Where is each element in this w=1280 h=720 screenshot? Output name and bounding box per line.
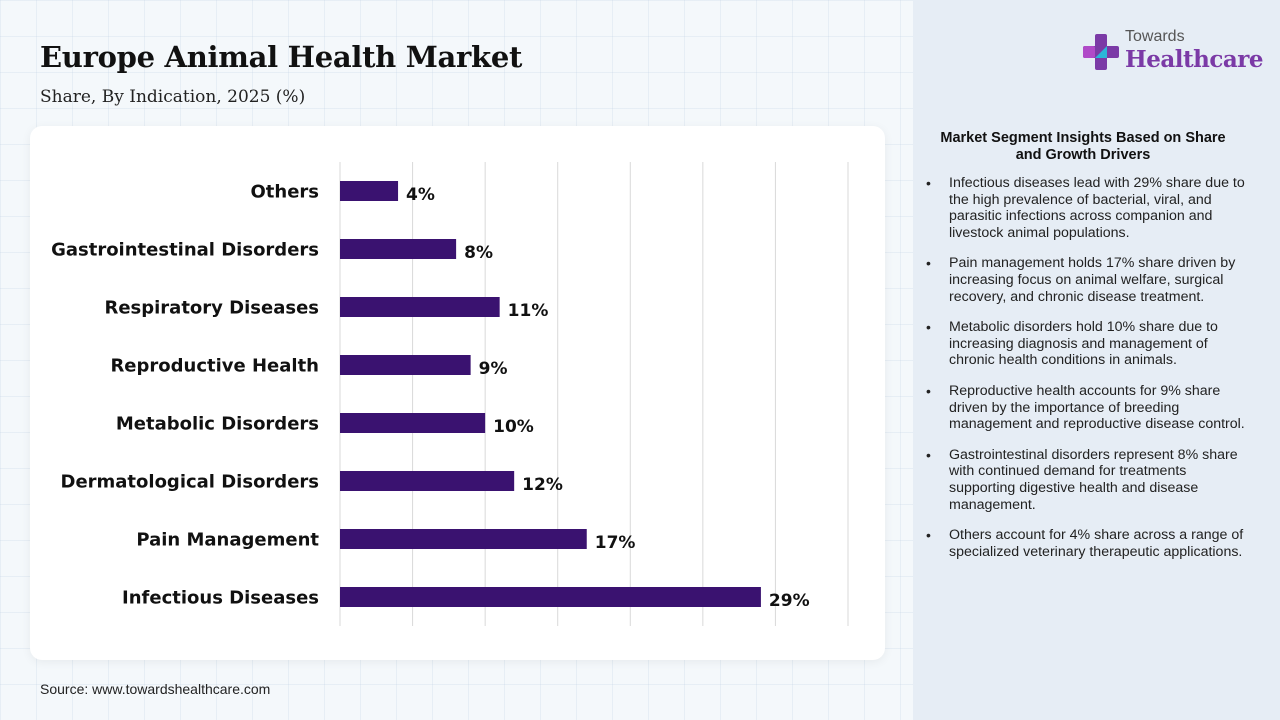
bar <box>340 413 486 433</box>
insight-item: Gastrointestinal disorders represent 8% … <box>923 447 1253 513</box>
bar <box>340 239 457 259</box>
bar <box>340 529 587 549</box>
bar-chart: Others 4% Gastrointestinal Disorders 8% Resp… <box>51 162 849 626</box>
value-label: 11% <box>508 301 549 321</box>
insight-item: Reproductive health accounts for 9% shar… <box>923 383 1253 433</box>
brand-logo: Towards Healthcare <box>1081 28 1264 84</box>
bar <box>340 471 515 491</box>
insight-item: Metabolic disorders hold 10% share due t… <box>923 319 1253 369</box>
category-label: Gastrointestinal Disorders <box>51 240 319 261</box>
insight-item: Infectious diseases lead with 29% share … <box>923 175 1253 241</box>
cross-icon <box>1083 34 1119 70</box>
logo-text-bottom: Healthcare <box>1125 46 1264 73</box>
category-label: Others <box>250 182 319 203</box>
category-label: Respiratory Diseases <box>104 298 319 319</box>
value-label: 10% <box>493 417 534 437</box>
insights-panel: Towards Healthcare Market Segment Insigh… <box>913 0 1280 720</box>
chart-title: Europe Animal Health Market <box>40 40 523 74</box>
chart-card: Others 4% Gastrointestinal Disorders 8% Resp… <box>30 126 885 660</box>
logo-text-top: Towards <box>1125 28 1185 45</box>
insight-item: Pain management holds 17% share driven b… <box>923 255 1253 305</box>
value-label: 4% <box>406 185 435 205</box>
value-label: 9% <box>479 359 508 379</box>
bar <box>340 587 761 607</box>
insights-title: Market Segment Insights Based on Share a… <box>940 130 1226 163</box>
insight-item: Others account for 4% share across a ran… <box>923 527 1253 560</box>
bar <box>340 181 399 201</box>
value-label: 12% <box>522 475 563 495</box>
category-label: Infectious Diseases <box>122 588 319 609</box>
source-text: Source: www.towardshealthcare.com <box>40 681 271 697</box>
category-label: Metabolic Disorders <box>116 414 319 435</box>
category-label: Pain Management <box>136 530 319 551</box>
bar <box>340 355 471 375</box>
value-label: 8% <box>464 243 493 263</box>
value-label: 17% <box>595 533 636 553</box>
category-label: Dermatological Disorders <box>61 472 320 493</box>
chart-subtitle: Share, By Indication, 2025 (%) <box>40 87 306 107</box>
category-label: Reproductive Health <box>110 356 319 377</box>
bar <box>340 297 500 317</box>
insights-list: Infectious diseases lead with 29% share … <box>923 175 1253 574</box>
value-label: 29% <box>769 591 810 611</box>
